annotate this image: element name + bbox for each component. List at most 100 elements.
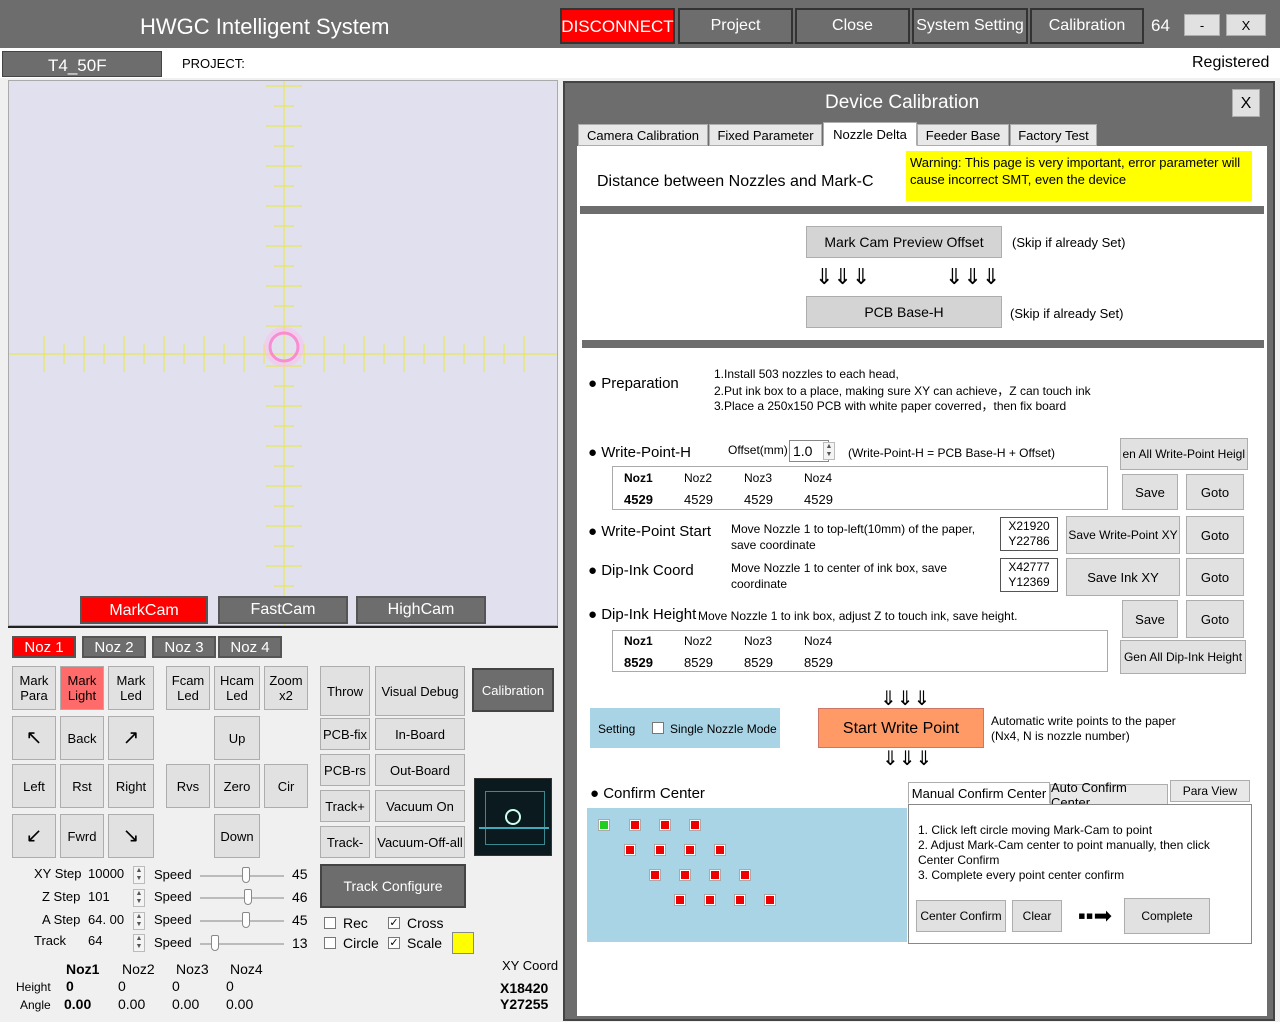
calibration-point[interactable] (684, 844, 696, 856)
tab-feeder-base[interactable]: Feeder Base (917, 124, 1009, 146)
up-button[interactable]: Up (214, 716, 260, 760)
track-minus-button[interactable]: Track- (320, 826, 370, 858)
speed-slider-thumb[interactable] (211, 935, 220, 951)
a-step-spinner[interactable]: ▲ ▼ (133, 912, 145, 930)
down-button[interactable]: Down (214, 814, 260, 858)
clear-button[interactable]: Clear (1012, 900, 1062, 932)
mark-led-button[interactable]: Mark Led (108, 666, 154, 710)
goto-write-point-start-button[interactable]: Goto (1186, 516, 1244, 554)
calibration-point[interactable] (624, 844, 636, 856)
mark-light-button[interactable]: Mark Light (60, 666, 104, 710)
in-board-button[interactable]: In-Board (375, 718, 465, 750)
a-step-value[interactable]: 64. 00 (88, 912, 125, 927)
xy-step-value[interactable]: 10000 (88, 866, 125, 881)
window-close-button[interactable]: X (1226, 14, 1266, 36)
goto-dip-ink-button[interactable]: Goto (1186, 558, 1244, 596)
calibration-point[interactable] (764, 894, 776, 906)
camera-view[interactable] (8, 80, 558, 626)
highcam-button[interactable]: HighCam (356, 596, 486, 624)
zero-button[interactable]: Zero (214, 764, 260, 808)
goto-write-point-h-button[interactable]: Goto (1186, 474, 1244, 510)
disconnect-button[interactable]: DISCONNECT (560, 8, 675, 44)
visual-debug-button[interactable]: Visual Debug (375, 666, 465, 716)
gen-all-dip-ink-height-button[interactable]: Gen All Dip-Ink Height (1120, 640, 1246, 674)
track-plus-button[interactable]: Track+ (320, 790, 370, 822)
speed-slider-thumb[interactable] (244, 889, 253, 905)
dialog-close-button[interactable]: X (1232, 89, 1260, 117)
left-button[interactable]: Left (12, 764, 56, 808)
pcb-rs-button[interactable]: PCB-rs (320, 754, 370, 786)
calibration-point[interactable] (649, 869, 661, 881)
noz4-tab[interactable]: Noz 4 (218, 636, 282, 658)
move-down-right-button[interactable]: ↘ (108, 814, 154, 858)
save-ink-xy-button[interactable]: Save Ink XY (1066, 558, 1180, 596)
vacuum-on-button[interactable]: Vacuum On (375, 790, 465, 822)
pcb-fix-button[interactable]: PCB-fix (320, 718, 370, 750)
calibration-point[interactable] (674, 894, 686, 906)
rst-button[interactable]: Rst (60, 764, 104, 808)
camera-thumbnail[interactable] (474, 778, 552, 856)
tab-auto-confirm-center[interactable]: Auto Confirm Center (1050, 780, 1168, 810)
move-up-left-button[interactable]: ↖ (12, 716, 56, 760)
tab-para-view[interactable]: Para View (1170, 780, 1250, 802)
tab-camera-calibration[interactable]: Camera Calibration (578, 124, 708, 146)
speed-slider-thumb[interactable] (241, 912, 250, 928)
single-nozzle-checkbox[interactable] (652, 722, 664, 734)
calibration-point[interactable] (714, 844, 726, 856)
rec-checkbox[interactable] (324, 917, 336, 929)
throw-button[interactable]: Throw (320, 666, 370, 716)
fwrd-button[interactable]: Fwrd (60, 814, 104, 858)
goto-dip-ink-height-button[interactable]: Goto (1186, 600, 1244, 638)
calibration-point[interactable] (629, 819, 641, 831)
track-value[interactable]: 64 (88, 933, 103, 948)
back-button[interactable]: Back (60, 716, 104, 760)
vacuum-off-button[interactable]: Vacuum-Off-all (375, 826, 465, 858)
calibration-point[interactable] (689, 819, 701, 831)
out-board-button[interactable]: Out-Board (375, 754, 465, 786)
hcam-led-button[interactable]: Hcam Led (214, 666, 260, 710)
fastcam-button[interactable]: FastCam (218, 596, 348, 624)
calibration-point[interactable] (709, 869, 721, 881)
circle-checkbox[interactable] (324, 937, 336, 949)
speed-slider-thumb[interactable] (241, 867, 250, 883)
save-write-point-h-button[interactable]: Save (1122, 474, 1178, 510)
fcam-led-button[interactable]: Fcam Led (166, 666, 210, 710)
noz2-tab[interactable]: Noz 2 (82, 636, 146, 658)
mark-cam-offset-button[interactable]: Mark Cam Preview Offset (806, 226, 1002, 258)
calibration-button[interactable]: Calibration (1030, 8, 1144, 44)
move-up-right-button[interactable]: ↗ (108, 716, 154, 760)
complete-button[interactable]: Complete (1124, 898, 1210, 934)
project-button[interactable]: Project (678, 8, 793, 44)
calibration-point[interactable] (734, 894, 746, 906)
zoom-button[interactable]: Zoom x2 (264, 666, 308, 710)
minimize-button[interactable]: - (1184, 14, 1220, 36)
start-write-point-button[interactable]: Start Write Point (818, 708, 984, 748)
noz1-tab[interactable]: Noz 1 (12, 636, 76, 658)
tab-nozzle-delta[interactable]: Nozzle Delta (823, 122, 917, 146)
save-write-point-xy-button[interactable]: Save Write-Point XY (1066, 516, 1180, 554)
track-configure-button[interactable]: Track Configure (320, 864, 466, 908)
calibration-point[interactable] (654, 844, 666, 856)
center-confirm-button[interactable]: Center Confirm (916, 900, 1006, 932)
pcb-base-h-button[interactable]: PCB Base-H (806, 296, 1002, 328)
scale-checkbox[interactable]: ✓ (388, 937, 400, 949)
z-step-spinner[interactable]: ▲ ▼ (133, 889, 145, 907)
calibration-point[interactable] (704, 894, 716, 906)
system-setting-button[interactable]: System Setting (912, 8, 1028, 44)
calibration-point[interactable] (739, 869, 751, 881)
move-down-left-button[interactable]: ↙ (12, 814, 56, 858)
rvs-button[interactable]: Rvs (166, 764, 210, 808)
close-button[interactable]: Close (795, 8, 910, 44)
cir-button[interactable]: Cir (264, 764, 308, 808)
save-dip-ink-height-button[interactable]: Save (1122, 600, 1178, 638)
markcam-button[interactable]: MarkCam (80, 596, 208, 624)
calibration-point[interactable] (659, 819, 671, 831)
tab-manual-confirm-center[interactable]: Manual Confirm Center (908, 782, 1050, 804)
calibration-panel-button[interactable]: Calibration (472, 668, 554, 712)
point-confirmed[interactable] (598, 819, 610, 831)
tab-factory-test[interactable]: Factory Test (1010, 124, 1097, 146)
color-swatch[interactable] (452, 932, 474, 954)
cross-checkbox[interactable]: ✓ (388, 917, 400, 929)
xy-step-spinner[interactable]: ▲ ▼ (133, 866, 145, 884)
offset-spinner[interactable]: ▲ ▼ (823, 442, 835, 460)
